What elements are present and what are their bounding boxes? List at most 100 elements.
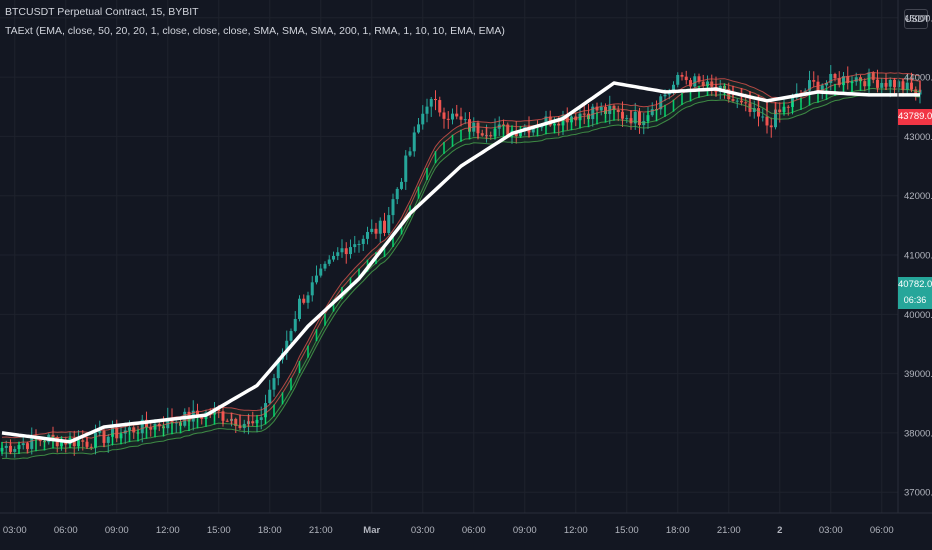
trend-dot	[443, 141, 445, 154]
candle-body	[740, 100, 743, 103]
candle-body	[463, 119, 467, 121]
candle-body	[412, 132, 416, 152]
candle-body	[446, 118, 450, 120]
candle-body	[663, 94, 667, 97]
candle-body	[544, 116, 548, 126]
candle-body	[684, 76, 688, 81]
candle-body	[706, 81, 709, 87]
candle-body	[366, 231, 369, 239]
candle-body	[370, 228, 374, 232]
candle-body	[595, 106, 599, 111]
trend-dot	[273, 404, 275, 417]
trend-dot	[332, 299, 335, 312]
current-price-tag: 40782.0 06:36	[898, 277, 932, 309]
indicator-legend[interactable]: TAExt (EMA, close, 50, 20, 20, 1, close,…	[5, 25, 505, 37]
candle-body	[293, 318, 297, 332]
trend-dot	[536, 124, 539, 137]
candle-body	[200, 416, 204, 419]
x-tick-label: 09:00	[513, 525, 537, 536]
candle-body	[115, 427, 119, 439]
trend-dot	[213, 412, 216, 425]
trend-dot	[188, 419, 190, 432]
trend-dot	[579, 116, 581, 129]
trend-dot	[52, 436, 54, 449]
trend-dot	[264, 412, 267, 425]
candle-body	[374, 228, 378, 234]
candle-body	[531, 126, 535, 133]
trend-dot	[876, 77, 879, 90]
candle-body	[863, 81, 867, 87]
x-tick-label: 15:00	[615, 525, 639, 536]
candle-body	[378, 220, 382, 234]
trend-dot	[808, 93, 811, 106]
candle-body	[842, 76, 845, 86]
candle-body	[455, 113, 459, 117]
candle-body	[676, 74, 680, 85]
candle-body	[21, 443, 25, 446]
x-tick-label: 03:00	[819, 525, 843, 536]
trend-dot	[128, 430, 131, 443]
trend-dot	[494, 126, 496, 139]
x-tick-label: 12:00	[156, 525, 180, 536]
candle-body	[111, 427, 114, 437]
candle-body	[429, 98, 433, 107]
trend-dot	[647, 111, 649, 124]
x-tick-label: 09:00	[105, 525, 129, 536]
current-price-value: 40782.0	[898, 279, 932, 290]
candle-body	[234, 418, 238, 426]
trend-dot	[86, 436, 88, 449]
candle-body	[820, 85, 824, 92]
candle-body	[106, 436, 110, 443]
candle-body	[693, 76, 697, 87]
trend-dot	[468, 127, 471, 140]
candle-body	[315, 275, 318, 283]
trend-dot	[859, 78, 862, 91]
candle-body	[871, 72, 875, 80]
price-axis[interactable]: 37000.0 38000.0 39000.0 40000.0 41000.0 42000…	[897, 0, 932, 513]
trend-dot	[60, 436, 63, 449]
candle-body	[557, 123, 561, 126]
candle-body	[880, 82, 884, 88]
trend-dot	[570, 118, 573, 131]
upper-price-value: 43789.0	[898, 111, 932, 122]
trend-dot	[392, 234, 394, 247]
candle-body	[404, 155, 408, 182]
candle-body	[914, 89, 918, 95]
trend-dot	[655, 109, 658, 122]
candle-body	[238, 425, 242, 429]
time-axis[interactable]: 03:00 06:00 09:00 12:00 15:00 18:00 21:00 Mar 03…	[0, 512, 932, 536]
x-tick-label: 2	[777, 525, 782, 536]
trend-dot	[1, 441, 3, 454]
trend-dot	[35, 439, 37, 452]
trend-dot	[630, 110, 632, 123]
trend-dot	[511, 125, 513, 138]
candle-body	[285, 340, 289, 354]
candle-body	[132, 427, 136, 433]
bar-countdown: 06:36	[903, 295, 927, 305]
candle-body	[251, 421, 255, 424]
candle-body	[565, 114, 569, 123]
candle-body	[310, 282, 314, 296]
candle-body	[306, 295, 310, 303]
candle-body	[225, 420, 229, 422]
trend-dot	[222, 412, 224, 425]
candle-body	[196, 410, 199, 417]
trend-dot	[902, 78, 904, 91]
candle-body	[854, 77, 858, 82]
trend-dot	[434, 151, 437, 164]
trend-dot	[9, 442, 12, 455]
candle-body	[30, 435, 34, 449]
x-tick-label: Mar	[363, 525, 380, 536]
candle-body	[599, 106, 603, 111]
candle-body	[888, 80, 892, 87]
trend-dot	[239, 414, 241, 427]
trend-dot	[562, 119, 564, 132]
trend-dot	[800, 97, 802, 110]
candle-body	[833, 73, 837, 79]
candle-body	[72, 437, 76, 447]
trend-dot	[613, 108, 615, 121]
trend-dot	[137, 429, 139, 442]
trend-dot	[111, 433, 114, 446]
currency-unit-button[interactable]: USDT	[904, 9, 930, 29]
